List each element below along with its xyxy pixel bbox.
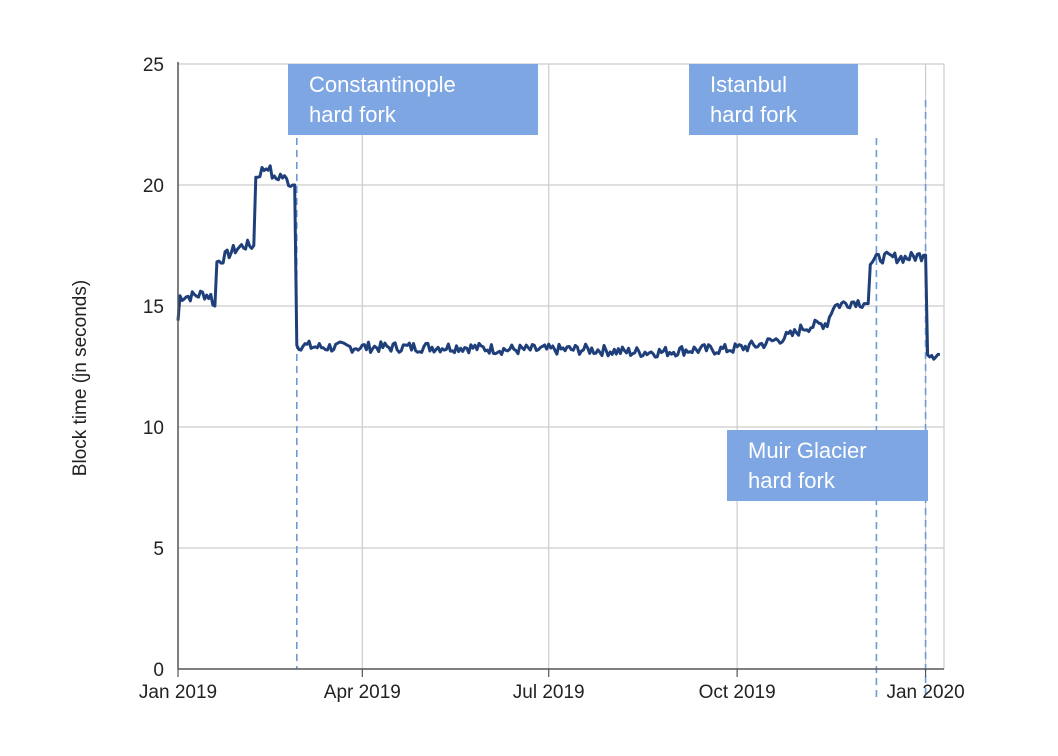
event-annotation: Istanbul hard fork <box>689 64 858 135</box>
annotation-label: Muir Glacier <box>748 438 867 463</box>
y-tick-label: 0 <box>153 660 164 681</box>
annotation-label: hard fork <box>309 102 397 127</box>
x-tick-label: Jan 2020 <box>886 682 964 703</box>
y-tick-label: 15 <box>143 297 164 318</box>
y-axis-label: Block time (jn seconds) <box>70 280 91 476</box>
x-tick-label: Jan 2019 <box>139 682 217 703</box>
event-annotation: Muir Glacier hard fork <box>727 430 928 501</box>
annotation-label: Constantinople <box>309 72 456 97</box>
annotation-layer: Constantinople hard fork Istanbul hard fork… <box>288 64 928 501</box>
annotation-box <box>288 64 538 135</box>
annotation-box <box>727 430 928 501</box>
y-tick-label: 10 <box>143 418 164 439</box>
x-tick-label: Jul 2019 <box>513 682 585 703</box>
x-tick-label: Apr 2019 <box>324 682 401 703</box>
x-tick-label: Oct 2019 <box>699 682 776 703</box>
annotation-label: hard fork <box>748 468 836 493</box>
annotation-label: Istanbul <box>710 72 787 97</box>
series-layer <box>176 164 940 361</box>
block-time-series-line <box>176 164 940 361</box>
event-line-layer <box>295 100 927 698</box>
annotation-box <box>689 64 858 135</box>
y-tick-label: 20 <box>143 176 164 197</box>
grid-layer <box>178 63 945 669</box>
y-tick-label: 25 <box>143 55 164 76</box>
axis-layer: 0 5 10 15 20 25 Jan 2019 Apr 2019 Jul 2019 Oct 20… <box>139 55 965 703</box>
annotation-label: hard fork <box>710 102 798 127</box>
y-tick-label: 5 <box>153 539 164 560</box>
event-annotation: Constantinople hard fork <box>288 64 538 135</box>
